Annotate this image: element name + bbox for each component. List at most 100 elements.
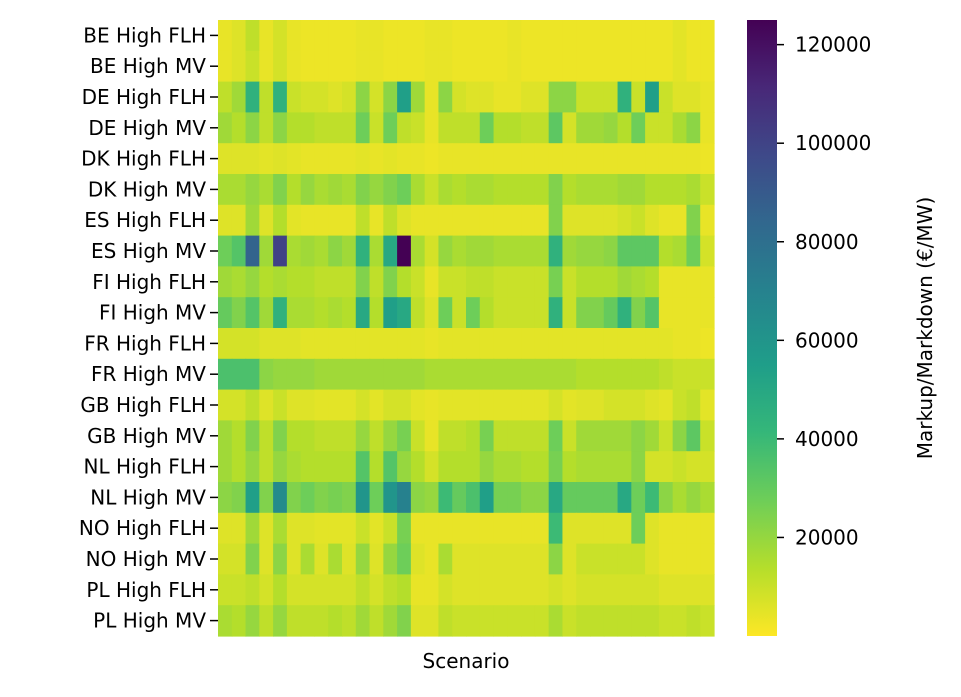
heatmap-cell (534, 112, 550, 144)
heatmap-cell (424, 451, 440, 483)
heatmap-cell (369, 81, 384, 113)
heatmap-cell (314, 20, 329, 52)
heatmap-cell (397, 204, 412, 237)
heatmap-cell (466, 605, 481, 637)
heatmap-cell (466, 143, 481, 175)
heatmap-cell (314, 451, 329, 483)
heatmap-cell (493, 297, 508, 329)
heatmap-cell (273, 143, 288, 175)
heatmap-cell (645, 328, 660, 360)
heatmap-cell (300, 20, 316, 52)
heatmap-cell (686, 389, 701, 421)
heatmap-cell (369, 512, 384, 545)
heatmap-cell (493, 389, 508, 421)
heatmap-cell (576, 20, 591, 52)
heatmap-cell (493, 482, 508, 514)
heatmap-cell (218, 482, 233, 514)
heatmap-cell (534, 482, 550, 514)
heatmap-cell (534, 328, 550, 360)
heatmap-cell (658, 50, 674, 83)
heatmap-cell (328, 420, 343, 452)
heatmap-cell (342, 420, 357, 452)
heatmap-cell (245, 328, 260, 360)
heatmap-cell (479, 235, 495, 267)
heatmap-cell (259, 389, 274, 421)
heatmap-cell (521, 605, 536, 637)
heatmap-cell (410, 174, 426, 206)
heatmap-cell (355, 358, 371, 391)
heatmap-cell (342, 143, 357, 175)
heatmap-cell (300, 574, 316, 606)
heatmap-cell (521, 143, 536, 175)
heatmap-cell (452, 328, 467, 360)
heatmap-cell (576, 143, 591, 175)
heatmap-cell (355, 266, 371, 298)
heatmap-cell (397, 451, 412, 483)
heatmap-cell (231, 389, 247, 421)
heatmap-cell (245, 574, 260, 606)
heatmap-cell (410, 574, 426, 606)
heatmap-cell (300, 389, 316, 421)
heatmap-cell (562, 482, 577, 514)
heatmap-cell (286, 235, 302, 267)
heatmap-cell (534, 420, 550, 452)
heatmap-cell (466, 297, 481, 329)
heatmap-cell (245, 451, 260, 483)
heatmap-cell (507, 204, 522, 237)
heatmap-cell (479, 174, 495, 206)
heatmap-cell (631, 574, 646, 606)
heatmap-cell (369, 543, 384, 575)
heatmap-cell (548, 20, 564, 52)
heatmap-cell (686, 543, 701, 575)
heatmap-cell (328, 482, 343, 514)
heatmap-cell (672, 420, 688, 452)
heatmap-cell (397, 358, 412, 391)
heatmap-cell (245, 174, 260, 206)
heatmap-cell (562, 112, 577, 144)
heatmap-cell (534, 143, 550, 175)
heatmap-cell (218, 143, 233, 175)
heatmap-cell (493, 235, 508, 267)
heatmap-cell (369, 358, 384, 391)
heatmap-cell (658, 204, 674, 237)
heatmap-cell (397, 574, 412, 606)
heatmap-cell (369, 235, 384, 267)
heatmap-cell (424, 204, 440, 237)
heatmap-cell (397, 482, 412, 514)
heatmap-cell (438, 543, 453, 575)
heatmap-cell (245, 482, 260, 514)
heatmap-cell (383, 389, 398, 421)
heatmap-cell (603, 420, 619, 452)
heatmap-cell (314, 574, 329, 606)
heatmap-cell (590, 543, 605, 575)
heatmap-cell (286, 112, 302, 144)
heatmap-cell (245, 112, 260, 144)
heatmap-cell (493, 20, 508, 52)
heatmap-cell (631, 143, 646, 175)
heatmap-cell (369, 204, 384, 237)
heatmap-cell (355, 20, 371, 52)
heatmap-cell (355, 328, 371, 360)
heatmap-cell (507, 266, 522, 298)
heatmap-cell (631, 20, 646, 52)
heatmap-cell (521, 81, 536, 113)
heatmap-cell (231, 543, 247, 575)
heatmap-cell (259, 81, 274, 113)
row-label: FI High FLH (92, 270, 206, 294)
heatmap-cell (452, 605, 467, 637)
heatmap-cell (355, 389, 371, 421)
heatmap-cell (548, 451, 564, 483)
heatmap-cell (562, 235, 577, 267)
heatmap-cell (300, 297, 316, 329)
heatmap-cell (548, 266, 564, 298)
heatmap-cell (631, 174, 646, 206)
heatmap-cell (286, 204, 302, 237)
heatmap-cell (658, 358, 674, 391)
colorbar-tick-label: 120000 (795, 33, 871, 57)
heatmap-cell (245, 266, 260, 298)
heatmap-cell (328, 112, 343, 144)
heatmap-cell (672, 482, 688, 514)
heatmap-cell (286, 266, 302, 298)
row-label: FR High MV (91, 362, 206, 386)
row-label: NO High MV (86, 547, 207, 571)
